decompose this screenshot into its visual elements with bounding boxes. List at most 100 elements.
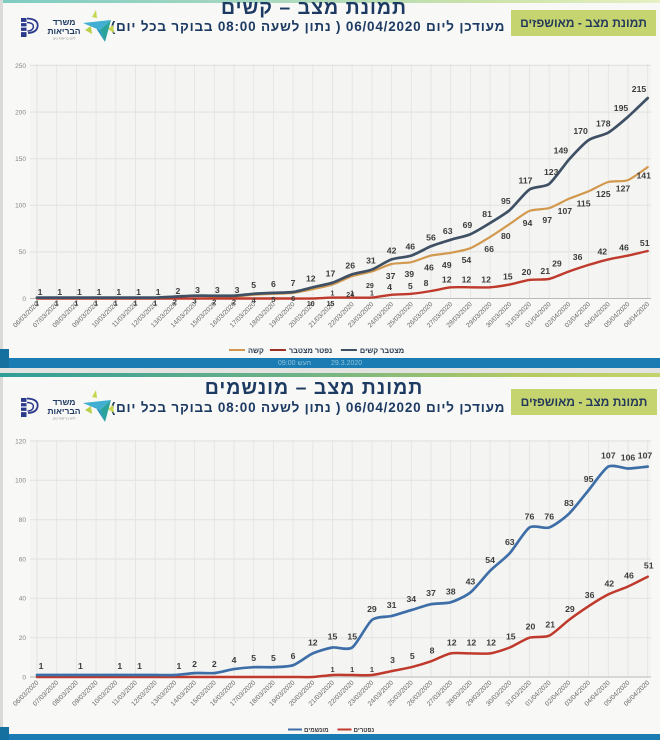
svg-text:מצטבר קשים: מצטבר קשים xyxy=(360,346,404,355)
svg-text:4: 4 xyxy=(252,296,257,305)
svg-text:81: 81 xyxy=(482,209,492,219)
svg-text:1: 1 xyxy=(350,291,354,298)
svg-text:250: 250 xyxy=(15,63,26,70)
svg-text:76: 76 xyxy=(544,512,554,522)
svg-text:26: 26 xyxy=(345,260,355,270)
svg-text:8: 8 xyxy=(424,278,429,288)
svg-text:הבריאות: הבריאות xyxy=(47,406,80,416)
svg-text:38: 38 xyxy=(446,586,456,596)
svg-text:123: 123 xyxy=(544,167,559,177)
svg-text:36: 36 xyxy=(573,252,583,262)
svg-text:63: 63 xyxy=(443,226,453,236)
svg-text:69: 69 xyxy=(463,220,473,230)
svg-text:12: 12 xyxy=(481,274,491,284)
svg-text:2: 2 xyxy=(212,298,216,307)
svg-text:117: 117 xyxy=(518,176,532,186)
svg-text:2: 2 xyxy=(173,298,177,307)
svg-text:ליום בריאות טוב: ליום בריאות טוב xyxy=(53,417,76,421)
svg-text:5: 5 xyxy=(271,295,276,304)
svg-text:1: 1 xyxy=(133,299,138,308)
svg-text:141: 141 xyxy=(636,171,651,181)
svg-text:1: 1 xyxy=(117,661,122,671)
svg-text:2: 2 xyxy=(232,298,236,307)
svg-text:178: 178 xyxy=(596,119,611,129)
svg-text:46: 46 xyxy=(424,263,434,273)
svg-text:42: 42 xyxy=(597,246,607,256)
svg-text:29: 29 xyxy=(366,283,374,290)
svg-text:95: 95 xyxy=(501,196,511,206)
svg-text:100: 100 xyxy=(15,478,26,485)
svg-text:קשה: קשה xyxy=(248,346,264,355)
svg-text:51: 51 xyxy=(644,561,654,571)
svg-text:107: 107 xyxy=(638,451,653,461)
svg-text:2: 2 xyxy=(175,286,180,296)
svg-text:12: 12 xyxy=(447,637,457,647)
svg-text:1: 1 xyxy=(137,661,142,671)
svg-text:15: 15 xyxy=(506,632,516,642)
svg-text:1: 1 xyxy=(97,287,102,297)
svg-text:1: 1 xyxy=(136,287,141,297)
svg-text:94: 94 xyxy=(523,218,533,228)
svg-text:97: 97 xyxy=(542,215,552,225)
svg-text:54: 54 xyxy=(485,555,495,565)
svg-text:5: 5 xyxy=(410,651,415,661)
svg-text:80: 80 xyxy=(501,231,511,241)
svg-text:1: 1 xyxy=(38,287,43,297)
svg-text:76: 76 xyxy=(525,512,535,522)
svg-text:6: 6 xyxy=(271,279,276,289)
svg-text:12: 12 xyxy=(467,637,477,647)
svg-text:20: 20 xyxy=(19,635,27,642)
svg-text:107: 107 xyxy=(601,451,616,461)
svg-text:15: 15 xyxy=(328,632,338,642)
svg-text:46: 46 xyxy=(619,243,629,253)
svg-text:1: 1 xyxy=(57,287,62,297)
svg-text:1: 1 xyxy=(331,291,335,298)
svg-text:10: 10 xyxy=(307,301,315,308)
svg-text:מונשמים: מונשמים xyxy=(304,727,329,734)
svg-text:150: 150 xyxy=(15,156,26,163)
svg-text:3: 3 xyxy=(235,285,240,295)
svg-text:2: 2 xyxy=(212,659,217,669)
svg-text:הבריאות: הבריאות xyxy=(47,26,80,36)
svg-text:50: 50 xyxy=(19,249,27,256)
svg-text:60: 60 xyxy=(19,556,27,563)
svg-text:31: 31 xyxy=(387,600,397,610)
svg-text:1: 1 xyxy=(153,299,158,308)
svg-text:1: 1 xyxy=(350,665,354,674)
svg-text:100: 100 xyxy=(15,203,26,210)
svg-text:3: 3 xyxy=(390,655,395,665)
svg-text:1: 1 xyxy=(55,299,60,308)
svg-text:21: 21 xyxy=(545,620,555,630)
svg-text:29: 29 xyxy=(552,259,562,269)
svg-text:2: 2 xyxy=(192,659,197,669)
svg-text:1: 1 xyxy=(370,291,374,298)
svg-text:95: 95 xyxy=(584,474,594,484)
svg-text:7: 7 xyxy=(291,278,296,288)
svg-text:5: 5 xyxy=(408,281,413,291)
svg-text:1: 1 xyxy=(78,661,83,671)
svg-text:1: 1 xyxy=(77,287,82,297)
svg-text:170: 170 xyxy=(573,126,588,136)
svg-text:12: 12 xyxy=(306,273,316,283)
svg-text:63: 63 xyxy=(505,537,515,547)
svg-text:נפטרים: נפטרים xyxy=(354,727,375,734)
svg-text:24: 24 xyxy=(346,292,354,299)
svg-text:195: 195 xyxy=(614,103,629,113)
svg-text:56: 56 xyxy=(426,232,436,242)
svg-text:43: 43 xyxy=(466,576,476,586)
svg-text:4: 4 xyxy=(387,282,392,292)
svg-text:21: 21 xyxy=(540,266,550,276)
svg-text:משרד: משרד xyxy=(53,17,76,27)
svg-text:120: 120 xyxy=(15,438,26,445)
svg-text:12: 12 xyxy=(308,637,318,647)
svg-text:31: 31 xyxy=(366,256,376,266)
svg-text:37: 37 xyxy=(386,271,396,281)
svg-text:ליום בריאות טוב: ליום בריאות טוב xyxy=(53,37,76,41)
svg-text:34: 34 xyxy=(406,594,416,604)
svg-text:1: 1 xyxy=(116,287,121,297)
svg-text:1: 1 xyxy=(39,661,44,671)
svg-text:20: 20 xyxy=(526,622,536,632)
svg-text:66: 66 xyxy=(484,244,494,254)
svg-text:15: 15 xyxy=(327,301,335,308)
svg-text:12: 12 xyxy=(486,637,496,647)
